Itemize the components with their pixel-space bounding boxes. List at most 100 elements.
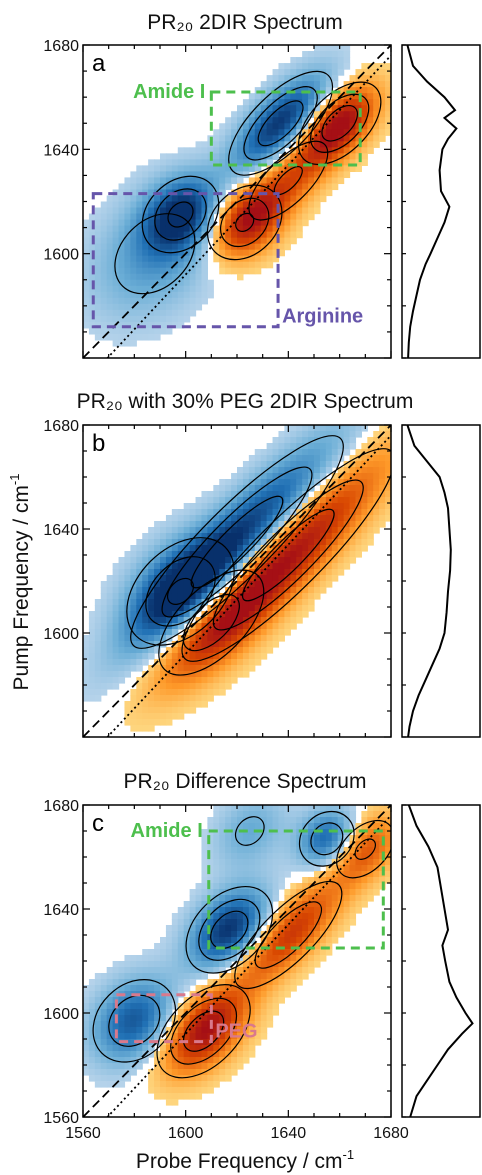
heatmap-cell	[165, 677, 173, 684]
heatmap-cell	[319, 431, 327, 438]
heatmap-cell	[219, 859, 226, 866]
heatmap-cell	[225, 1021, 232, 1028]
heatmap-cell	[106, 599, 114, 606]
heatmap-cell	[302, 189, 309, 197]
heatmap-cell	[349, 75, 357, 82]
heatmap-cell	[106, 641, 114, 648]
heatmap-cell	[201, 159, 208, 166]
heatmap-cell	[171, 713, 179, 720]
heatmap-cell	[361, 491, 368, 498]
heatmap-cell	[177, 605, 185, 612]
heatmap-cell	[106, 647, 114, 654]
heatmap-cell	[83, 285, 90, 293]
heatmap-cell	[314, 81, 321, 88]
heatmap-cell	[171, 551, 179, 558]
heatmap-cell	[189, 967, 197, 974]
heatmap-cell	[248, 1027, 256, 1034]
heatmap-cell	[207, 147, 214, 154]
heatmap-cell	[100, 979, 108, 986]
heatmap-cell	[136, 641, 143, 648]
heatmap-cell	[225, 165, 232, 172]
heatmap-cell	[219, 527, 226, 534]
heatmap-cell	[337, 69, 345, 76]
heatmap-cell	[165, 1069, 173, 1076]
heatmap-cell	[148, 303, 155, 311]
heatmap-cell	[136, 321, 143, 329]
heatmap-cell	[343, 901, 351, 908]
heatmap-cell	[308, 557, 315, 564]
heatmap-cell	[231, 671, 238, 678]
heatmap-cell	[207, 1015, 214, 1022]
heatmap-cell	[136, 315, 143, 323]
heatmap-cell	[248, 521, 256, 528]
heatmap-cell	[266, 889, 274, 896]
heatmap-cell	[308, 213, 315, 221]
heatmap-cell	[142, 569, 149, 576]
heatmap-cell	[296, 593, 303, 600]
heatmap-cell	[385, 105, 391, 112]
heatmap-cell	[148, 1015, 155, 1022]
heatmap-cell	[189, 593, 197, 600]
heatmap-cell	[331, 171, 339, 179]
heatmap-cell	[260, 479, 268, 486]
y-axis-label: Pump Frequency / cm-1	[7, 474, 33, 691]
heatmap-cell	[278, 105, 285, 112]
heatmap-cell	[165, 285, 173, 293]
heatmap-cell	[124, 237, 131, 245]
heatmap-cell	[308, 449, 315, 456]
heatmap-cell	[136, 695, 143, 702]
heatmap-cell	[83, 237, 90, 245]
negative-contour	[257, 100, 304, 147]
heatmap-cell	[272, 973, 280, 980]
heatmap-cell	[195, 659, 203, 666]
heatmap-cell	[272, 207, 280, 215]
heatmap-cell	[225, 629, 232, 636]
heatmap-cell	[118, 195, 126, 203]
heatmap-cell	[118, 967, 126, 974]
heatmap-cell	[124, 659, 131, 666]
heatmap-cell	[130, 955, 137, 962]
heatmap-cell	[302, 925, 309, 932]
heatmap-cell	[242, 853, 250, 860]
heatmap-cell	[160, 279, 167, 287]
heatmap-cell	[237, 919, 244, 926]
heatmap-cell	[160, 937, 167, 944]
heatmap-cell	[237, 931, 244, 938]
heatmap-cell	[260, 817, 268, 824]
heatmap-cell	[325, 557, 333, 564]
heatmap-cell	[130, 321, 137, 329]
heatmap-cell	[379, 467, 386, 474]
heatmap-cell	[136, 255, 143, 263]
heatmap-cell	[308, 87, 315, 94]
heatmap-cell	[201, 677, 208, 684]
heatmap-cell	[254, 261, 262, 269]
heatmap-cell	[266, 895, 274, 902]
heatmap-cell	[177, 321, 185, 329]
heatmap-cell	[213, 497, 220, 504]
heatmap-cell	[272, 1003, 280, 1010]
heatmap-cell	[254, 189, 262, 197]
heatmap-cell	[373, 889, 380, 896]
heatmap-cell	[171, 231, 179, 239]
heatmap-cell	[112, 1069, 120, 1076]
heatmap-cell	[373, 105, 380, 112]
heatmap-cell	[373, 503, 380, 510]
heatmap-cell	[201, 201, 208, 209]
heatmap-cell	[83, 985, 90, 992]
heatmap-cell	[165, 569, 173, 576]
heatmap-cell	[272, 255, 280, 263]
heatmap-cell	[130, 201, 137, 209]
heatmap-cell	[266, 117, 274, 124]
heatmap-cell	[142, 551, 149, 558]
heatmap-cell	[314, 551, 321, 558]
heatmap-cell	[319, 141, 327, 148]
heatmap-cell	[343, 503, 351, 510]
heatmap-cell	[237, 865, 244, 872]
heatmap-cell	[189, 569, 197, 576]
heatmap-cell	[219, 805, 226, 812]
heatmap-cell	[118, 273, 126, 281]
heatmap-cell	[213, 159, 220, 166]
heatmap-cell	[94, 599, 102, 606]
heatmap-cell	[195, 153, 203, 160]
heatmap-cell	[183, 907, 191, 914]
